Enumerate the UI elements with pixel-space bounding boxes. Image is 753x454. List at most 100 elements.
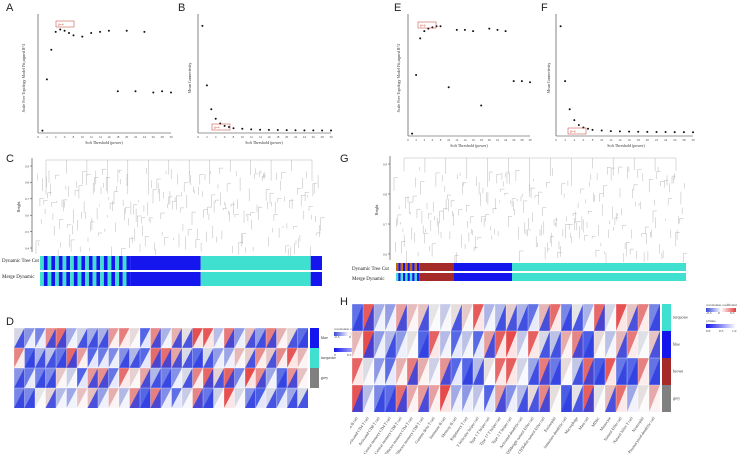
- module-label: blue: [673, 342, 680, 347]
- pvalue-triangle: [594, 331, 605, 358]
- module-segment: [416, 263, 420, 271]
- data-point: [447, 86, 450, 89]
- pvalue-triangle: [451, 385, 462, 412]
- y-tick-label: 0.8: [383, 192, 387, 196]
- cell-type-label: MDSC: [590, 415, 601, 427]
- data-point: [573, 119, 576, 122]
- pvalue-triangle: [66, 328, 77, 348]
- pvalue-triangle: [583, 385, 594, 412]
- scale-free-fit-plot-a: Scale Free Topology Model Fit,signed R^2…: [21, 14, 173, 145]
- data-point: [455, 28, 458, 31]
- data-point: [161, 90, 164, 93]
- pvalue-triangle: [418, 331, 429, 358]
- x-tick-label: 24: [664, 138, 668, 142]
- module-trait-heatmap-d: blue turquoise grey correlation coefficien…: [14, 327, 369, 409]
- module-segment: [51, 256, 56, 270]
- data-point: [655, 131, 658, 133]
- module-segment: [107, 272, 112, 286]
- pvalue-triangle: [550, 331, 561, 358]
- module-segment: [122, 256, 127, 270]
- points-e: 0 2 4 6 8 10 12 14 16 18 20 22 24 26 28 30: [407, 25, 532, 142]
- threshold-box: [211, 123, 231, 131]
- module-segment: [119, 272, 123, 286]
- pvalue-triangle: [150, 328, 161, 348]
- module-segment: [115, 272, 119, 286]
- pvalue-triangle: [77, 368, 88, 388]
- pvalue-triangle: [385, 331, 396, 358]
- x-tick-label: 0: [37, 135, 39, 139]
- panel-label-g: G: [340, 153, 349, 165]
- module-trait-heatmap-h: turquoise blue brown grey correlation coeff…: [350, 303, 737, 454]
- pvalue-triangle: [66, 368, 77, 388]
- module-segment: [43, 272, 48, 286]
- pvalue-triangle: [266, 348, 277, 368]
- module-segment: [122, 272, 127, 286]
- module-segment: [58, 272, 63, 286]
- pvalue-triangle: [192, 368, 203, 388]
- pvalue-triangle: [407, 358, 418, 385]
- module-segment: [396, 273, 399, 281]
- data-point: [488, 27, 491, 30]
- data-point: [107, 29, 110, 32]
- module-segment: [403, 273, 406, 281]
- module-segment: [81, 272, 86, 286]
- data-point: [330, 129, 332, 132]
- y-tick-label: 0.6: [383, 252, 387, 256]
- data-point: [50, 48, 53, 51]
- pvalue-triangle: [517, 331, 528, 358]
- track-label-merge: Merge Dynamic: [352, 277, 385, 282]
- pvalue-triangle: [203, 388, 214, 408]
- pvalue-triangle: [627, 331, 638, 358]
- pvalue-triangle: [182, 388, 193, 408]
- pvalue-triangle: [583, 331, 594, 358]
- pvalue-triangle: [171, 388, 182, 408]
- pvalue-triangle: [550, 385, 561, 412]
- module-segment: [396, 263, 399, 271]
- module-segment: [62, 272, 67, 286]
- pvalue-triangle: [605, 331, 616, 358]
- x-tick-label: 28: [520, 138, 524, 142]
- module-segment: [43, 256, 48, 270]
- pvalue-triangle: [649, 358, 660, 385]
- pvalue-tick: 0.5: [719, 329, 724, 333]
- x-tick-label: 6: [583, 138, 585, 142]
- pvalue-triangle: [45, 388, 56, 408]
- pvalue-triangle: [473, 304, 484, 331]
- x-tick-label: 10: [600, 138, 604, 142]
- data-point: [512, 80, 515, 83]
- y-tick-label: 0.8: [25, 181, 29, 185]
- points-f: 0 2 4 6 8 10 12 14 16 18 20 22 24 26 28 30: [555, 25, 695, 142]
- data-point: [664, 131, 667, 133]
- pvalue-triangle: [108, 348, 119, 368]
- pvalue-triangle: [45, 348, 56, 368]
- data-point: [81, 35, 84, 38]
- data-point: [99, 30, 102, 33]
- module-segment: [40, 256, 44, 270]
- pvalue-triangle: [224, 348, 235, 368]
- x-tick-label: 20: [285, 135, 289, 139]
- pvalue-triangle: [572, 304, 583, 331]
- x-tick-label: 8: [440, 138, 442, 142]
- panel-label-c: C: [6, 153, 14, 165]
- module-swatch: [310, 328, 319, 348]
- pvalue-triangle: [484, 358, 495, 385]
- module-segment: [130, 256, 201, 270]
- pvalue-triangle: [462, 358, 473, 385]
- pvalue-triangle: [245, 328, 256, 348]
- pvalue-triangle: [276, 368, 287, 388]
- x-tick-label: 22: [294, 135, 298, 139]
- module-label: blue: [321, 335, 328, 340]
- pvalue-triangle: [77, 388, 88, 408]
- pvalue-triangle: [649, 385, 660, 412]
- pvalue-triangle: [150, 368, 161, 388]
- data-point: [587, 127, 589, 130]
- module-segment: [77, 256, 82, 270]
- data-point: [564, 80, 567, 83]
- pvalue-triangle: [528, 358, 539, 385]
- module-segment: [512, 273, 686, 281]
- pvalue-triangle: [56, 388, 67, 408]
- scale-free-fit-plot-e: Scale Free Topology Model Fit,signed R^2…: [396, 14, 532, 148]
- pvalue-triangle: [561, 358, 572, 385]
- x-tick-label: 28: [321, 135, 325, 139]
